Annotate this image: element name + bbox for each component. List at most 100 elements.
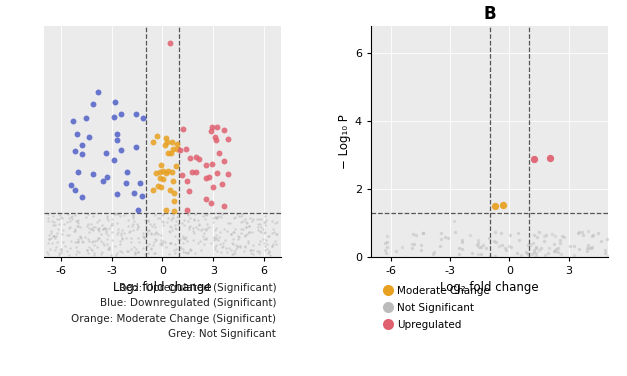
Point <box>63 211 73 217</box>
Point <box>489 238 499 244</box>
Point <box>217 180 227 186</box>
Point <box>398 244 408 250</box>
Point <box>102 212 112 218</box>
Point <box>92 237 102 243</box>
Point <box>149 239 159 245</box>
Point <box>43 240 53 246</box>
Point <box>553 249 563 255</box>
Point <box>600 250 610 256</box>
Point <box>601 247 611 253</box>
Point <box>123 217 133 223</box>
Point <box>181 236 191 242</box>
Point <box>64 215 74 221</box>
Point <box>258 226 268 232</box>
Point <box>258 236 268 242</box>
Point <box>465 232 475 238</box>
Point <box>209 235 219 241</box>
Point <box>203 221 213 227</box>
Point <box>90 238 100 244</box>
Point <box>173 221 183 227</box>
Point <box>467 250 477 256</box>
Point <box>208 215 218 221</box>
Point <box>165 240 175 246</box>
Point <box>171 225 181 231</box>
Point <box>168 212 178 218</box>
Point <box>213 215 223 221</box>
Point <box>115 241 125 247</box>
Point <box>49 219 59 225</box>
Point <box>259 230 269 236</box>
Point <box>416 242 426 248</box>
Point <box>122 180 132 186</box>
Point <box>50 235 60 241</box>
Point <box>213 170 223 176</box>
Point <box>171 226 181 232</box>
Point <box>43 211 53 217</box>
Point <box>229 215 239 221</box>
Point <box>139 235 149 241</box>
Point <box>216 214 226 220</box>
Point <box>199 230 209 236</box>
Point <box>117 235 127 241</box>
Point <box>92 219 102 225</box>
Point <box>211 224 221 230</box>
Point <box>505 232 515 238</box>
Point <box>53 211 63 217</box>
Point <box>240 248 250 254</box>
Point <box>84 244 94 250</box>
Point <box>240 233 250 239</box>
Point <box>168 215 178 221</box>
Point <box>254 248 264 254</box>
Point <box>212 214 222 220</box>
Point <box>163 168 173 174</box>
Point <box>217 244 227 250</box>
Point <box>587 232 598 238</box>
Point <box>164 251 174 257</box>
Point <box>71 239 82 245</box>
Point <box>207 161 217 167</box>
Point <box>102 241 112 247</box>
Point <box>54 252 64 258</box>
Point <box>92 244 102 250</box>
Point <box>42 249 52 255</box>
Point <box>167 215 177 221</box>
Point <box>54 221 64 227</box>
Point <box>219 158 229 164</box>
Point <box>212 124 222 130</box>
Point <box>549 248 559 254</box>
Point <box>261 237 271 243</box>
Point <box>478 242 488 248</box>
Point <box>65 245 75 251</box>
Point <box>224 245 234 251</box>
Point <box>271 231 281 237</box>
Point <box>46 229 56 235</box>
Point <box>209 244 219 250</box>
Point <box>232 211 242 217</box>
Point <box>242 231 252 237</box>
Point <box>50 247 60 253</box>
Point <box>260 222 270 228</box>
Point <box>119 212 129 218</box>
Point <box>497 243 507 249</box>
Point <box>87 239 97 245</box>
Point <box>43 215 53 221</box>
Point <box>574 229 584 235</box>
Point <box>116 147 126 153</box>
Point <box>179 222 189 228</box>
Point <box>243 240 253 246</box>
Point <box>260 229 270 235</box>
Point <box>569 243 579 249</box>
Point <box>428 251 438 257</box>
Point <box>97 249 107 255</box>
Point <box>243 238 253 244</box>
Point <box>78 194 88 200</box>
Point <box>171 246 181 252</box>
Point <box>113 211 124 217</box>
Point <box>209 211 219 217</box>
Point <box>190 211 200 217</box>
Point <box>107 229 117 235</box>
Point <box>259 240 269 246</box>
Point <box>271 241 281 247</box>
Point <box>527 251 537 257</box>
Point <box>541 232 551 238</box>
